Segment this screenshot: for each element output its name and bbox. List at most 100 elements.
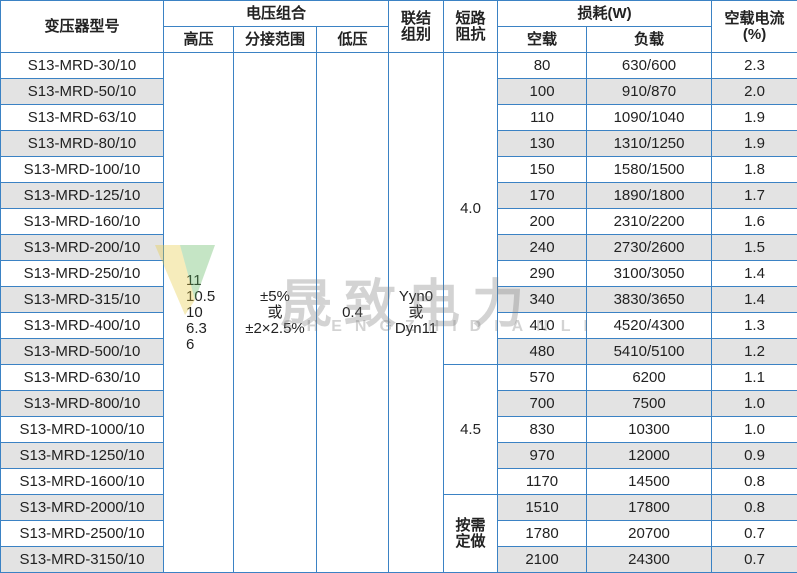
noload-cell: 80 xyxy=(497,52,588,79)
data-row: S13-MRD-100/10 150 1580/1500 1.8 xyxy=(0,156,797,183)
cell-line: 10 xyxy=(186,303,203,321)
cell-line: ±5% xyxy=(260,287,290,305)
header-cell: 损耗(W) xyxy=(497,0,713,27)
noload-cell: 1170 xyxy=(497,468,588,495)
data-row: S13-MRD-160/10 200 2310/2200 1.6 xyxy=(0,208,797,235)
noload-cell: 970 xyxy=(497,442,588,469)
load-cell: 24300 xyxy=(586,546,713,573)
data-row: S13-MRD-250/10 290 3100/3050 1.4 xyxy=(0,260,797,287)
load-cell: 14500 xyxy=(586,468,713,495)
current-cell: 1.9 xyxy=(711,130,797,157)
load-cell: 10300 xyxy=(586,416,713,443)
model-cell: S13-MRD-400/10 xyxy=(0,312,164,339)
noload-cell: 110 xyxy=(497,104,588,131)
impedance-cell: 按需 定做 xyxy=(443,494,499,573)
load-cell: 630/600 xyxy=(586,52,713,79)
cell-line: ±2×2.5% xyxy=(245,319,305,337)
data-row: S13-MRD-2000/10 按需 定做 1510 17800 0.8 xyxy=(0,494,797,573)
header-cell: 空载电流 (%) xyxy=(711,0,797,53)
noload-cell: 830 xyxy=(497,416,588,443)
load-cell: 3100/3050 xyxy=(586,260,713,287)
header-line: 联结 xyxy=(401,9,432,27)
noload-cell: 480 xyxy=(497,338,588,365)
logo xyxy=(155,245,215,315)
current-cell: 0.8 xyxy=(711,494,797,521)
data-row: S13-MRD-1600/10 1170 14500 0.8 xyxy=(0,468,797,495)
current-cell: 1.4 xyxy=(711,286,797,313)
tap-cell: ±5% 或 ±2×2.5% xyxy=(233,52,317,573)
model-cell: S13-MRD-500/10 xyxy=(0,338,164,365)
model-cell: S13-MRD-2500/10 xyxy=(0,520,164,547)
current-cell: 0.7 xyxy=(711,546,797,573)
model-cell: S13-MRD-800/10 xyxy=(0,390,164,417)
noload-cell: 410 xyxy=(497,312,588,339)
load-cell: 1580/1500 xyxy=(586,156,713,183)
connection-cell: Yyn0 或 Dyn11 xyxy=(388,52,445,573)
model-cell: S13-MRD-1250/10 xyxy=(0,442,164,469)
header-cell: 分接范围 xyxy=(233,26,317,53)
load-cell: 4520/4300 xyxy=(586,312,713,339)
current-cell: 1.0 xyxy=(711,416,797,443)
model-cell: S13-MRD-315/10 xyxy=(0,286,164,313)
noload-cell: 130 xyxy=(497,130,588,157)
noload-cell: 340 xyxy=(497,286,588,313)
load-cell: 1310/1250 xyxy=(586,130,713,157)
model-cell: S13-MRD-160/10 xyxy=(0,208,164,235)
header-line: (%) xyxy=(742,25,767,43)
header-cell: 电压组合 xyxy=(162,0,390,27)
load-cell: 12000 xyxy=(586,442,713,469)
noload-cell: 290 xyxy=(497,260,588,287)
load-cell: 3830/3650 xyxy=(586,286,713,313)
model-cell: S13-MRD-50/10 xyxy=(0,78,164,105)
cell-line: 6.3 xyxy=(186,319,207,337)
header-line: 阻抗 xyxy=(455,25,486,43)
current-cell: 1.8 xyxy=(711,156,797,183)
data-row: S13-MRD-2500/10 1780 20700 0.7 xyxy=(0,520,797,547)
data-row: S13-MRD-800/10 700 7500 1.0 xyxy=(0,390,797,417)
current-cell: 0.8 xyxy=(711,468,797,495)
noload-cell: 150 xyxy=(497,156,588,183)
current-cell: 1.5 xyxy=(711,234,797,261)
data-row: S13-MRD-3150/10 2100 24300 0.7 xyxy=(0,546,797,573)
cell-line: Dyn11 xyxy=(394,319,438,337)
cell-line: 按需 xyxy=(455,516,486,534)
cell-line: 或 xyxy=(267,303,283,321)
current-cell: 0.9 xyxy=(711,442,797,469)
model-cell: S13-MRD-1600/10 xyxy=(0,468,164,495)
load-cell: 6200 xyxy=(586,364,713,391)
noload-cell: 170 xyxy=(497,182,588,209)
current-cell: 1.6 xyxy=(711,208,797,235)
model-cell: S13-MRD-63/10 xyxy=(0,104,164,131)
model-cell: S13-MRD-200/10 xyxy=(0,234,164,261)
header-cell: 空载 xyxy=(497,26,588,53)
model-cell: S13-MRD-630/10 xyxy=(0,364,164,391)
cell-line: 6 xyxy=(186,335,195,353)
model-cell: S13-MRD-1000/10 xyxy=(0,416,164,443)
header-cell: 负载 xyxy=(586,26,713,53)
header-row: 变压器型号 电压组合 联结 组别 短路 阻抗 损耗(W) 空载电流 (%) xyxy=(0,0,797,53)
impedance-cell: 4.0 xyxy=(443,52,499,365)
cell-line: Yyn0 xyxy=(398,287,434,305)
noload-cell: 1780 xyxy=(497,520,588,547)
data-row: S13-MRD-200/10 240 2730/2600 1.5 xyxy=(0,234,797,261)
current-cell: 0.7 xyxy=(711,520,797,547)
current-cell: 2.0 xyxy=(711,78,797,105)
data-row: S13-MRD-50/10 100 910/870 2.0 xyxy=(0,78,797,105)
header-cell: 变压器型号 xyxy=(0,0,164,53)
header-line: 空载电流 xyxy=(724,9,785,27)
current-cell: 2.3 xyxy=(711,52,797,79)
header-cell: 联结 组别 xyxy=(388,0,445,53)
model-cell: S13-MRD-125/10 xyxy=(0,182,164,209)
load-cell: 20700 xyxy=(586,520,713,547)
load-cell: 17800 xyxy=(586,494,713,521)
noload-cell: 1510 xyxy=(497,494,588,521)
impedance-cell: 4.5 xyxy=(443,364,499,495)
current-cell: 1.0 xyxy=(711,390,797,417)
model-cell: S13-MRD-2000/10 xyxy=(0,494,164,521)
load-cell: 2310/2200 xyxy=(586,208,713,235)
noload-cell: 700 xyxy=(497,390,588,417)
header-cell: 高压 xyxy=(163,26,234,53)
noload-cell: 240 xyxy=(497,234,588,261)
